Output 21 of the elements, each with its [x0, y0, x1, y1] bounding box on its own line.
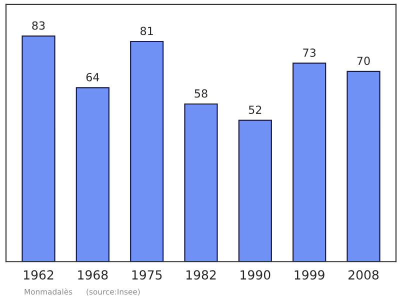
data-label: 70	[357, 56, 370, 66]
x-tick-label: 1990	[240, 270, 270, 280]
data-label: 81	[140, 26, 153, 36]
bar	[130, 40, 164, 262]
bar	[346, 70, 380, 262]
bar	[76, 87, 110, 262]
bar	[22, 36, 56, 262]
x-tick-label: 2008	[348, 270, 379, 280]
data-label: 64	[86, 72, 100, 82]
x-tick-label: 1982	[186, 270, 216, 280]
bar	[292, 62, 326, 262]
bar	[184, 103, 218, 262]
x-tick-label: 1968	[78, 270, 108, 280]
data-label: 58	[194, 89, 208, 98]
data-label: 73	[303, 48, 316, 57]
x-tick-label: 1975	[132, 270, 162, 280]
data-label: 52	[248, 106, 262, 114]
x-tick-label: 1962	[24, 270, 54, 280]
x-tick-label: 1999	[294, 270, 324, 280]
data-label: 83	[32, 21, 45, 30]
bar	[238, 120, 272, 262]
